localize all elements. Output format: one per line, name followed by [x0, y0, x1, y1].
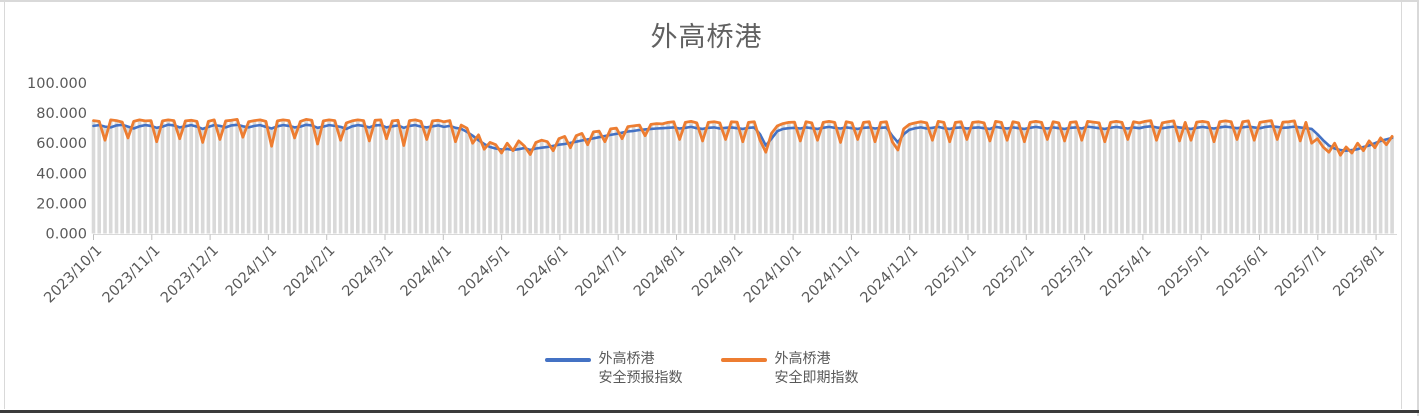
spot-line-swatch	[720, 358, 767, 362]
x-axis-label: 2024/2/1	[281, 243, 338, 300]
x-axis-label: 2023/10/1	[41, 243, 105, 307]
chart-title[interactable]: 外高桥港	[650, 22, 763, 53]
chart-legend: 外高桥港 安全预报指数 外高桥港 安全即期指数	[0, 350, 1403, 388]
spot-series-line[interactable]	[92, 118, 1394, 157]
x-axis-label: 2024/4/1	[398, 243, 455, 300]
x-axis-label: 2023/12/1	[158, 243, 222, 307]
x-axis-label: 2025/5/1	[1156, 243, 1213, 300]
y-axis-label: 20.000	[36, 196, 87, 212]
x-axis-label: 2025/1/1	[922, 243, 979, 300]
forecast-line-swatch	[544, 358, 591, 362]
y-axis-label: 40.000	[36, 166, 87, 182]
legend-spot-line2: 安全即期指数	[774, 370, 859, 386]
x-axis-label: 2024/3/1	[339, 243, 396, 300]
x-axis-label: 2024/1/1	[223, 243, 280, 300]
legend-item-forecast[interactable]: 外高桥港 安全预报指数	[544, 350, 683, 388]
window-right-edge	[1417, 0, 1419, 416]
x-axis-label: 2024/6/1	[514, 243, 571, 300]
x-axis-label: 2025/7/1	[1272, 243, 1329, 300]
x-axis-label: 2024/10/1	[741, 243, 805, 307]
legend-item-spot[interactable]: 外高桥港 安全即期指数	[720, 350, 859, 388]
x-axis-label: 2024/9/1	[689, 243, 746, 300]
legend-forecast-line2: 安全预报指数	[598, 370, 683, 386]
legend-spot-line1: 外高桥港	[774, 351, 831, 367]
drop-lines	[91, 119, 1394, 234]
x-axis-label: 2025/6/1	[1214, 243, 1271, 300]
y-axis-label: 60.000	[36, 136, 87, 152]
window-bottom-edge	[0, 410, 1419, 413]
x-axis-label: 2024/7/1	[573, 243, 630, 300]
x-axis-label: 2025/2/1	[981, 243, 1038, 300]
x-axis-label: 2024/11/1	[799, 243, 863, 307]
x-axis-label: 2023/11/1	[100, 243, 164, 307]
window-top-edge	[0, 0, 1419, 2]
x-axis-label: 2025/4/1	[1097, 243, 1154, 300]
x-axis-label: 2024/12/1	[858, 243, 922, 307]
x-axis-label: 2024/8/1	[631, 243, 688, 300]
y-axis-label: 80.000	[36, 106, 87, 122]
y-axis-label: 0.000	[45, 227, 87, 243]
x-axis-label: 2024/5/1	[456, 243, 513, 300]
legend-forecast-line1: 外高桥港	[598, 351, 655, 367]
x-axis-label: 2025/8/1	[1331, 243, 1388, 300]
x-axis-label: 2025/3/1	[1039, 243, 1096, 300]
y-axis-label: 100.000	[27, 76, 87, 92]
